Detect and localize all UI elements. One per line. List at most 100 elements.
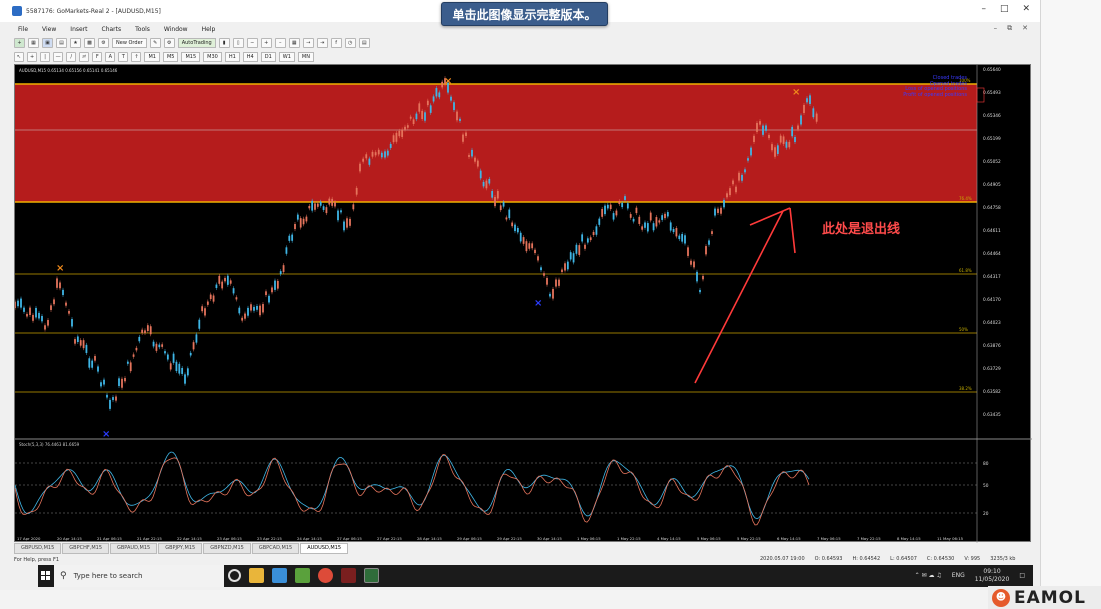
trendline-icon[interactable]: /: [66, 52, 77, 62]
candle-body: [100, 382, 102, 387]
price-chart[interactable]: 100% 76.4% 61.8% 50% 38.2% 0.65640 0.65493 0.65…: [15, 65, 1032, 543]
data-window-icon[interactable]: ▤: [56, 38, 67, 48]
timeframe-m30[interactable]: M30: [203, 52, 222, 62]
minimize-button[interactable]: –: [981, 4, 986, 14]
chart-restore-button[interactable]: ⧉: [1007, 24, 1013, 32]
zoom-out-icon[interactable]: –: [274, 38, 286, 48]
candle-body: [776, 145, 779, 154]
price-tick-label: 0.64758: [983, 205, 1001, 211]
price-tick-label: 0.65346: [983, 113, 1001, 119]
file-explorer-icon[interactable]: [249, 568, 264, 583]
menu-charts[interactable]: Charts: [101, 25, 122, 33]
chart-area[interactable]: 100% 76.4% 61.8% 50% 38.2% 0.65640 0.65493 0.65…: [14, 64, 1032, 543]
minecraft-icon[interactable]: [295, 568, 310, 583]
tile-windows-icon[interactable]: ▦: [288, 38, 300, 48]
full-version-banner[interactable]: 单击此图像显示完整版本。: [441, 2, 608, 26]
language-indicator[interactable]: ENG: [951, 572, 965, 579]
timeframe-h4[interactable]: H4: [242, 52, 258, 62]
candle-body: [41, 315, 43, 322]
timeframe-d1[interactable]: D1: [260, 52, 276, 62]
tab-gbpnzd[interactable]: GBPNZD,M15: [203, 543, 251, 554]
maximize-button[interactable]: □: [999, 4, 1009, 14]
tab-audusd[interactable]: AUDUSD,M15: [300, 543, 349, 554]
metatrader-taskbar-icon[interactable]: [364, 568, 379, 583]
options-icon[interactable]: ⚙: [163, 38, 175, 48]
candle-body: [629, 214, 632, 218]
tab-gbpaud[interactable]: GBPAUD,M15: [110, 543, 158, 554]
candle-body: [615, 210, 618, 216]
autotrading-button[interactable]: AutoTrading: [177, 38, 216, 48]
windows-start-icon[interactable]: [38, 565, 54, 587]
tab-gbpchf[interactable]: GBPCHF,M15: [62, 543, 109, 554]
notification-icon[interactable]: □: [1019, 572, 1025, 579]
zoom-in-icon[interactable]: +: [260, 38, 272, 48]
candle-body: [349, 218, 351, 226]
taskbar-search[interactable]: ⚲ Type here to search: [54, 565, 224, 587]
new-chart-icon[interactable]: +: [14, 38, 25, 48]
menu-tools[interactable]: Tools: [135, 25, 150, 33]
navigator-icon[interactable]: ★: [70, 38, 81, 48]
tester-icon[interactable]: ⚙: [98, 38, 109, 48]
tab-gbpusd[interactable]: GBPUSD,M15: [14, 543, 62, 554]
vertical-line-icon[interactable]: |: [40, 52, 51, 62]
line-chart-icon[interactable]: ∽: [246, 38, 258, 48]
timeframe-m15[interactable]: M15: [181, 52, 201, 62]
chart-close-button[interactable]: ✕: [1022, 24, 1028, 32]
candle-body: [294, 224, 296, 230]
candles-icon[interactable]: ▯: [232, 38, 244, 48]
menu-help[interactable]: Help: [201, 25, 216, 33]
annotation-arrow-line: [694, 210, 784, 384]
periods-icon[interactable]: ◷: [344, 38, 356, 48]
candle-body: [241, 317, 244, 321]
menu-insert[interactable]: Insert: [70, 25, 88, 33]
candle-body: [204, 308, 206, 316]
timeframe-m5[interactable]: M5: [162, 52, 179, 62]
clock[interactable]: 09:10 11/05/2020: [975, 568, 1010, 584]
profiles-icon[interactable]: ▦: [28, 38, 39, 48]
tab-gbpjpy[interactable]: GBPJPY,M15: [158, 543, 203, 554]
channel-icon[interactable]: ≓: [79, 52, 90, 62]
tray-icons[interactable]: ⌃ ✉ ☁ ♫: [914, 572, 942, 579]
chart-shift-icon[interactable]: ⇥: [316, 38, 328, 48]
menu-window[interactable]: Window: [163, 25, 188, 33]
candle-body: [465, 132, 467, 136]
candle-body: [468, 154, 470, 158]
timeframe-h1[interactable]: H1: [224, 52, 240, 62]
timeframe-m1[interactable]: M1: [144, 52, 160, 62]
store-icon[interactable]: [272, 568, 287, 583]
metaeditor-icon[interactable]: ✎: [149, 38, 161, 48]
menu-view[interactable]: View: [42, 25, 57, 33]
bar-chart-icon[interactable]: ▮: [218, 38, 230, 48]
chrome-icon[interactable]: [318, 568, 333, 583]
tab-gbpcad[interactable]: GBPCAD,M15: [251, 543, 300, 554]
horizontal-line-icon[interactable]: —: [53, 52, 64, 62]
cursor-icon[interactable]: ↖: [14, 52, 25, 62]
indicators-icon[interactable]: f: [330, 38, 342, 48]
autoscroll-icon[interactable]: →: [302, 38, 314, 48]
candle-body: [522, 237, 525, 244]
candle-body: [308, 205, 311, 209]
timeframe-mn[interactable]: MN: [297, 52, 314, 62]
close-button[interactable]: ✕: [1022, 4, 1030, 14]
clock-date: 11/05/2020: [974, 576, 1010, 583]
menu-file[interactable]: File: [18, 25, 29, 33]
candle-body: [750, 147, 752, 156]
timeframe-w1[interactable]: W1: [278, 52, 295, 62]
app-icon-red[interactable]: [341, 568, 356, 583]
text-icon[interactable]: A: [105, 52, 116, 62]
templates-icon[interactable]: ▤: [358, 38, 370, 48]
arrows-icon[interactable]: ↑: [131, 52, 142, 62]
candle-body: [331, 198, 334, 206]
cortana-icon[interactable]: [228, 569, 241, 582]
new-order-button[interactable]: New Order: [112, 38, 147, 48]
fibonacci-icon[interactable]: F: [92, 52, 103, 62]
search-placeholder: Type here to search: [73, 572, 143, 580]
market-watch-icon[interactable]: ▣: [42, 38, 53, 48]
label-icon[interactable]: T: [118, 52, 129, 62]
drawing-toolbar: ↖ + | — / ≓ F A T ↑ M1 M5 M15 M30 H1 H4 …: [14, 51, 314, 63]
terminal-icon[interactable]: ▩: [84, 38, 95, 48]
candle-body: [726, 193, 728, 198]
chart-minimize-button[interactable]: –: [993, 24, 998, 32]
candle-body: [91, 360, 94, 368]
crosshair-icon[interactable]: +: [27, 52, 38, 62]
